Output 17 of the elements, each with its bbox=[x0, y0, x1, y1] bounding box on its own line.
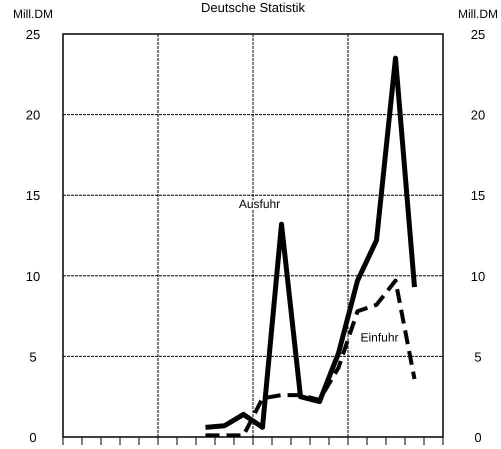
y2-tick-label: 0 bbox=[474, 430, 482, 445]
y-tick-label: 15 bbox=[26, 188, 40, 204]
y2-tick-label: 25 bbox=[470, 27, 486, 42]
y-axis-title: Mill.DM bbox=[13, 7, 53, 21]
y-tick-label: 25 bbox=[26, 27, 40, 42]
y2-tick-label: 5 bbox=[474, 349, 482, 364]
y2-tick-label: 10 bbox=[470, 268, 486, 284]
series-label: Ausfuhr bbox=[238, 197, 280, 212]
y2-axis-title: Mill.DM bbox=[458, 7, 498, 21]
y-tick-label: 20 bbox=[26, 108, 40, 123]
y2-tick-label: 15 bbox=[470, 188, 486, 204]
y-tick-label: 5 bbox=[29, 349, 37, 364]
series-label: Einfuhr bbox=[360, 330, 399, 344]
chart-title: Deutsche Statistik bbox=[200, 0, 306, 15]
y-tick-label: 10 bbox=[26, 268, 40, 284]
y-tick-label: 0 bbox=[29, 430, 37, 445]
y2-tick-label: 20 bbox=[470, 108, 486, 123]
